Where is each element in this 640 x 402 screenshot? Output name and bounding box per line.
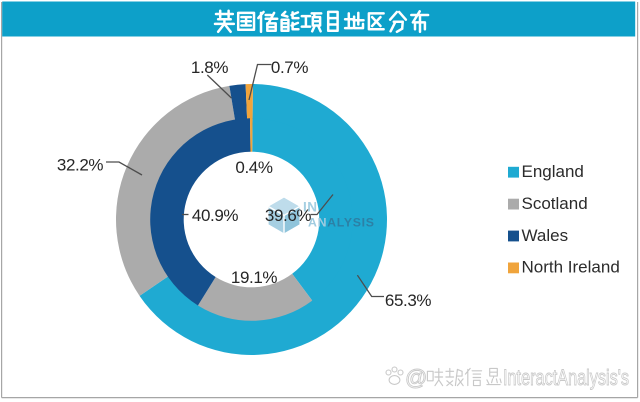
- svg-text:Scotland: Scotland: [522, 194, 588, 213]
- svg-text:40.9%: 40.9%: [192, 206, 238, 225]
- svg-text:ANALYSIS: ANALYSIS: [308, 216, 375, 230]
- svg-text:1.8%: 1.8%: [191, 58, 228, 77]
- svg-text:19.1%: 19.1%: [231, 268, 277, 287]
- svg-text:England: England: [522, 162, 584, 181]
- svg-text:65.3%: 65.3%: [385, 291, 431, 310]
- svg-text:Wales: Wales: [522, 226, 569, 245]
- svg-text:InteractAnalysis's: InteractAnalysis's: [503, 365, 629, 390]
- svg-text:North Ireland: North Ireland: [522, 258, 620, 277]
- svg-text:32.2%: 32.2%: [57, 156, 103, 175]
- svg-text:39.6%: 39.6%: [265, 206, 311, 225]
- svg-text:IN: IN: [303, 200, 318, 215]
- svg-text:@: @: [405, 365, 427, 390]
- svg-text:0.4%: 0.4%: [235, 158, 272, 177]
- svg-text:0.7%: 0.7%: [271, 58, 308, 77]
